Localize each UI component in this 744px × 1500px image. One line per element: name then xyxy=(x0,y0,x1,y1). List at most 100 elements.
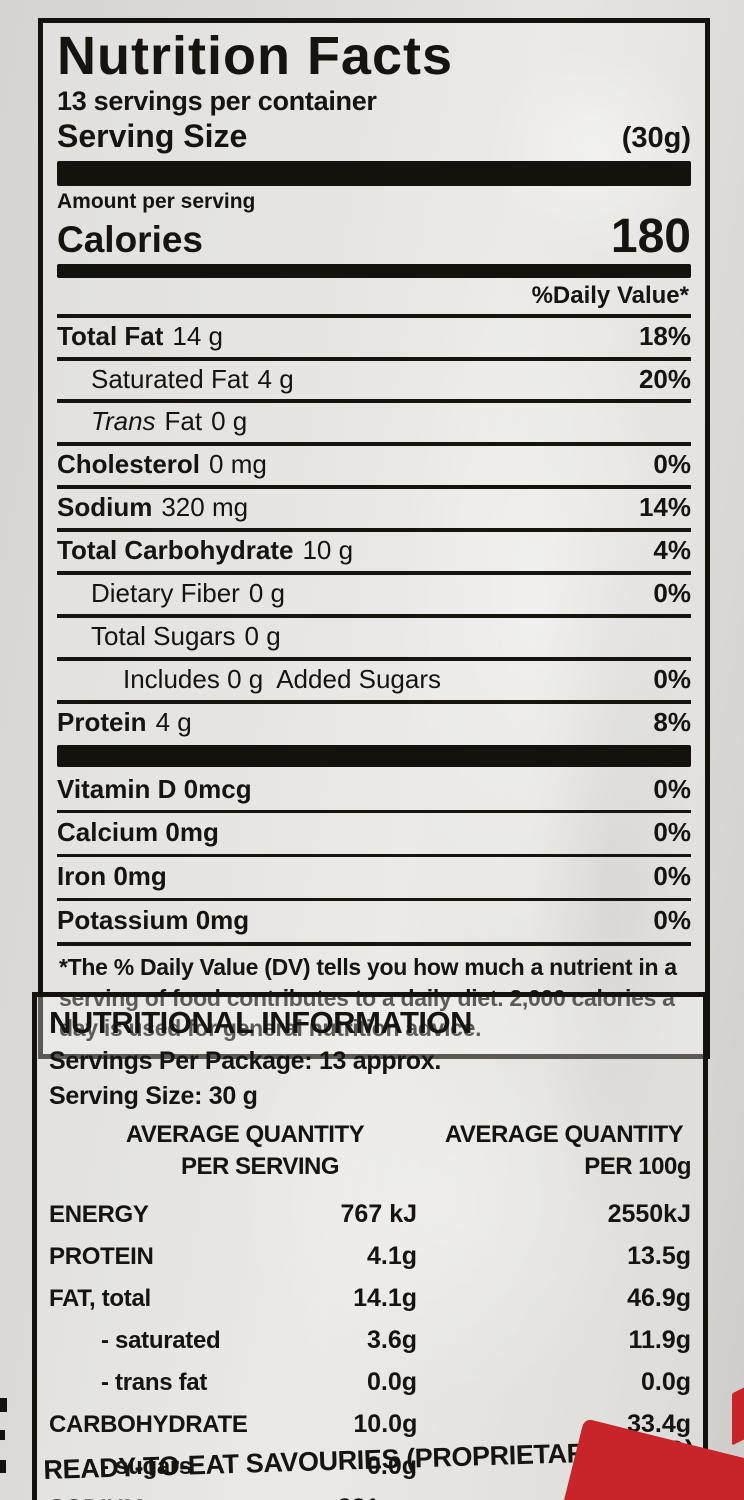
nutrient-name: Total Carbohydrate xyxy=(57,535,294,566)
per-100g-value: 11.9g xyxy=(628,1325,691,1354)
per-100g-value: 0.0g xyxy=(640,1367,691,1396)
row-label: - trans fat xyxy=(101,1368,208,1396)
row-label: SODIUM xyxy=(49,1495,247,1500)
per-serving-value: 321mg xyxy=(247,1494,417,1500)
calories-label: Calories xyxy=(57,218,204,260)
micronutrient-daily-value: 0% xyxy=(653,861,691,892)
micronutrient-row-calcium: Calcium 0mg 0% xyxy=(57,810,691,854)
table-row-energy: ENERGY 767 kJ 2550kJ xyxy=(49,1194,691,1236)
daily-value-header: %Daily Value* xyxy=(531,281,689,309)
package-edge-mark xyxy=(0,1398,7,1412)
micronutrient-row-potassium: Potassium 0mg 0% xyxy=(57,898,691,942)
micronutrient-daily-value: 0% xyxy=(653,905,691,936)
table-row-trans-fat: - trans fat 0.0g 0.0g xyxy=(49,1362,691,1404)
nutrient-amount: 320 mg xyxy=(161,492,249,523)
nutrition-facts-title: Nutrition Facts xyxy=(57,26,454,86)
per-100g-value: 46.9g xyxy=(627,1283,691,1312)
nutrient-row-protein: Protein 4 g 8% xyxy=(57,699,691,743)
nutrient-row-total-fat: Total Fat 14 g 18% xyxy=(57,313,691,357)
nutrient-amount: 14 g xyxy=(172,320,224,351)
per-serving-value: 767 kJ xyxy=(340,1199,417,1228)
nutrient-daily-value: 0% xyxy=(653,663,691,694)
serving-size-row: Serving Size (30g) xyxy=(57,118,691,155)
micronutrient-row-vitamin-d: Vitamin D 0mcg 0% xyxy=(57,767,691,811)
micronutrient-name: Potassium 0mg xyxy=(57,905,250,936)
daily-value-footnote: *The % Daily Value (DV) tells you how mu… xyxy=(57,942,691,1052)
divider-bar-thick xyxy=(57,744,691,767)
servings-per-container: 13 servings per container xyxy=(57,86,377,117)
column-header-per-100g: AVERAGE QUANTITY PER 100g xyxy=(437,1119,692,1184)
nutrient-row-total-sugars: Total Sugars 0 g xyxy=(57,613,691,657)
nutrient-amount: 10 g xyxy=(302,535,354,566)
table-row-carbohydrate: CARBOHYDRATE 10.0g 33.4g xyxy=(49,1404,691,1446)
table-row-protein: PROTEIN 4.1g 13.5g xyxy=(49,1236,691,1278)
nutrient-name: Fat xyxy=(164,406,203,437)
nutrient-amount: 0 g xyxy=(211,406,248,437)
row-label: - sugars xyxy=(101,1452,192,1480)
package-edge-mark xyxy=(0,1460,6,1473)
nutrient-daily-value: 14% xyxy=(638,492,691,523)
micronutrient-daily-value: 0% xyxy=(653,817,691,848)
nutrient-amount: 4 g xyxy=(155,706,192,737)
nutrient-daily-value: 8% xyxy=(653,706,691,737)
micronutrient-name: Vitamin D 0mcg xyxy=(57,773,252,804)
nutrient-row-trans-fat: Trans Fat 0 g xyxy=(57,399,691,442)
nutrient-daily-value: 0% xyxy=(653,578,691,609)
servings-per-package: Servings Per Package: 13 approx. xyxy=(49,1047,441,1075)
nutrient-daily-value: 18% xyxy=(638,320,691,351)
column-header-line2: PER 100g xyxy=(584,1153,691,1181)
amount-per-serving-label: Amount per serving xyxy=(57,190,256,214)
nutrient-row-added-sugars: Includes 0 g Added Sugars 0% xyxy=(57,656,691,700)
micronutrient-daily-value: 0% xyxy=(653,773,691,804)
calories-row: Calories 180 xyxy=(57,210,691,264)
nutrient-row-dietary-fiber: Dietary Fiber 0 g 0% xyxy=(57,571,691,614)
column-header-line2: PER SERVING xyxy=(180,1153,340,1181)
row-label: ENERGY xyxy=(49,1200,149,1228)
nutrient-name: Cholesterol xyxy=(57,449,201,480)
nutrient-name: Saturated Fat xyxy=(91,363,249,394)
per-100g-value: 13.5g xyxy=(627,1241,691,1270)
per-serving-value: 0.0g xyxy=(366,1451,417,1480)
nutrient-name-italic: Trans xyxy=(91,406,156,437)
nutrient-name: Sodium xyxy=(57,492,153,523)
row-label: PROTEIN xyxy=(49,1242,154,1270)
table-row-fat-total: FAT, total 14.1g 46.9g xyxy=(49,1278,691,1320)
nutrient-daily-value: 4% xyxy=(653,535,691,566)
nutrient-name: Total Fat xyxy=(57,320,164,351)
nutrient-name: Includes 0 g Added Sugars xyxy=(123,663,442,694)
column-header-per-serving: AVERAGE QUANTITY PER SERVING xyxy=(109,1119,381,1184)
package-red-edge xyxy=(732,1386,744,1446)
per-serving-value: 10.0g xyxy=(353,1409,418,1438)
per-100g-value: 2550kJ xyxy=(607,1199,691,1228)
serving-size-label: Serving Size xyxy=(57,118,248,155)
per-serving-value: 0.0g xyxy=(366,1367,417,1396)
row-label: - saturated xyxy=(101,1326,221,1354)
serving-size: Serving Size: 30 g xyxy=(49,1082,258,1110)
nutritional-information-panel: NUTRITIONAL INFORMATION Servings Per Pac… xyxy=(32,992,708,1500)
nutrient-row-sodium: Sodium 320 mg 14% xyxy=(57,485,691,528)
nutrient-name: Protein xyxy=(57,706,147,737)
calories-value: 180 xyxy=(610,210,691,264)
per-serving-value: 3.6g xyxy=(366,1325,417,1354)
nutrient-daily-value: 20% xyxy=(638,363,691,394)
micronutrient-row-iron: Iron 0mg 0% xyxy=(57,854,691,898)
package-edge-mark xyxy=(0,1430,5,1440)
serving-size-value: (30g) xyxy=(621,122,691,155)
column-header-line1: AVERAGE QUANTITY xyxy=(125,1121,365,1148)
row-label: FAT, total xyxy=(49,1284,151,1312)
nutrient-amount: 0 mg xyxy=(209,449,267,480)
table-column-headers: AVERAGE QUANTITY PER SERVING AVERAGE QUA… xyxy=(49,1119,692,1184)
micronutrient-name: Calcium 0mg xyxy=(57,817,219,848)
nutrient-amount: 0 g xyxy=(248,578,285,609)
nutrient-amount: 4 g xyxy=(257,363,294,394)
nutrient-row-cholesterol: Cholesterol 0 mg 0% xyxy=(57,442,691,485)
column-header-line1: AVERAGE QUANTITY xyxy=(444,1121,684,1148)
nutritional-information-title: NUTRITIONAL INFORMATION xyxy=(49,1005,473,1040)
row-label: CARBOHYDRATE xyxy=(49,1410,248,1438)
nutrient-daily-value: 0% xyxy=(653,449,691,480)
nutrient-name: Total Sugars xyxy=(91,620,236,651)
nutrient-name: Dietary Fiber xyxy=(91,578,240,609)
table-row-saturated: - saturated 3.6g 11.9g xyxy=(49,1320,691,1362)
per-serving-value: 4.1g xyxy=(366,1241,417,1270)
